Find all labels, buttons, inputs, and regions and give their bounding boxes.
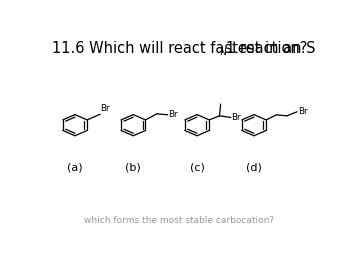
Text: which forms the most stable carbocation?: which forms the most stable carbocation? [84, 216, 274, 225]
Text: N: N [219, 48, 226, 57]
Text: Br: Br [168, 110, 178, 119]
Text: (d): (d) [246, 163, 262, 173]
Text: (b): (b) [125, 163, 141, 173]
Text: 1 reaction?: 1 reaction? [226, 41, 307, 56]
Text: Br: Br [298, 107, 307, 116]
Text: Br: Br [231, 113, 241, 122]
Text: (c): (c) [190, 163, 204, 173]
Text: 11.6 Which will react fastest in an S: 11.6 Which will react fastest in an S [52, 41, 315, 56]
Text: (a): (a) [67, 163, 83, 173]
Text: Br: Br [100, 104, 110, 113]
